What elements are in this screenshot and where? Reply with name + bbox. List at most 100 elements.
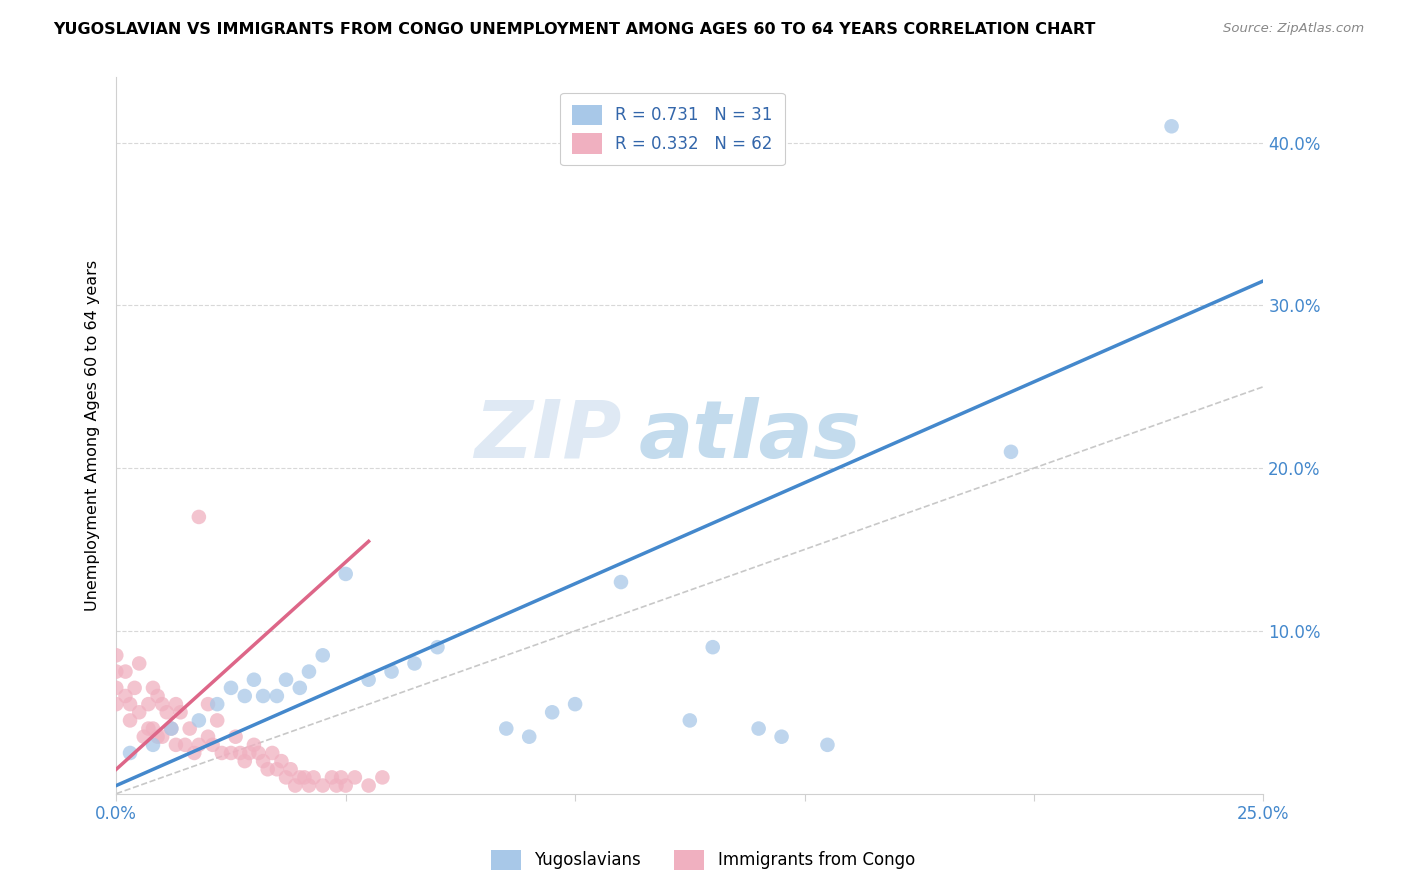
Point <box>165 738 187 752</box>
Point <box>183 746 205 760</box>
Point <box>292 771 315 785</box>
Point <box>146 730 169 744</box>
Point <box>243 738 266 752</box>
Text: atlas: atlas <box>638 397 860 475</box>
Point <box>302 771 325 785</box>
Point <box>132 730 155 744</box>
Point <box>298 779 321 793</box>
Point <box>321 771 343 785</box>
Point <box>517 730 540 744</box>
Point <box>138 722 160 736</box>
Point <box>238 746 260 760</box>
Point <box>211 746 233 760</box>
Y-axis label: Unemployment Among Ages 60 to 64 years: Unemployment Among Ages 60 to 64 years <box>86 260 100 611</box>
Point <box>426 640 449 655</box>
Point <box>343 771 366 785</box>
Point <box>325 779 347 793</box>
Point <box>541 706 564 720</box>
Point <box>219 681 242 695</box>
Point <box>256 762 278 776</box>
Point <box>150 730 173 744</box>
Point <box>274 771 297 785</box>
Point <box>128 706 150 720</box>
Point <box>105 681 128 695</box>
Point <box>118 746 141 760</box>
Point <box>105 665 128 679</box>
Point <box>610 575 633 590</box>
Point <box>142 681 165 695</box>
Point <box>128 657 150 671</box>
Point <box>274 673 297 687</box>
Point <box>118 697 141 711</box>
Point <box>138 697 160 711</box>
Point <box>252 754 274 768</box>
Point <box>233 754 256 768</box>
Point <box>679 714 702 728</box>
Point <box>187 510 209 524</box>
Point <box>564 697 586 711</box>
Point <box>229 746 252 760</box>
Point <box>280 762 302 776</box>
Point <box>312 779 335 793</box>
Point <box>205 697 228 711</box>
Point <box>118 714 141 728</box>
Point <box>288 771 311 785</box>
Point <box>266 689 288 703</box>
Point <box>702 640 724 655</box>
Point <box>770 730 793 744</box>
Point <box>150 697 173 711</box>
Point <box>105 648 128 663</box>
Point <box>404 657 426 671</box>
Point <box>284 779 307 793</box>
Point <box>165 697 187 711</box>
Text: Source: ZipAtlas.com: Source: ZipAtlas.com <box>1223 22 1364 36</box>
Point <box>288 681 311 695</box>
Point <box>357 673 380 687</box>
Point <box>1000 445 1022 459</box>
Point <box>357 779 380 793</box>
Legend: R = 0.731   N = 31, R = 0.332   N = 62: R = 0.731 N = 31, R = 0.332 N = 62 <box>561 93 785 165</box>
Point <box>247 746 270 760</box>
Point <box>330 771 353 785</box>
Point <box>197 697 219 711</box>
Point <box>142 722 165 736</box>
Point <box>105 697 128 711</box>
Point <box>380 665 402 679</box>
Point <box>124 681 146 695</box>
Point <box>146 689 169 703</box>
Text: ZIP: ZIP <box>474 397 621 475</box>
Point <box>174 738 197 752</box>
Point <box>270 754 292 768</box>
Point <box>156 706 179 720</box>
Point <box>114 689 136 703</box>
Point <box>335 566 357 581</box>
Point <box>233 689 256 703</box>
Text: YUGOSLAVIAN VS IMMIGRANTS FROM CONGO UNEMPLOYMENT AMONG AGES 60 TO 64 YEARS CORR: YUGOSLAVIAN VS IMMIGRANTS FROM CONGO UNE… <box>53 22 1095 37</box>
Point <box>817 738 839 752</box>
Point <box>748 722 770 736</box>
Point <box>142 738 165 752</box>
Point <box>243 673 266 687</box>
Point <box>262 746 284 760</box>
Point <box>160 722 183 736</box>
Point <box>114 665 136 679</box>
Point <box>160 722 183 736</box>
Point <box>205 714 228 728</box>
Point <box>169 706 191 720</box>
Point <box>179 722 201 736</box>
Legend: Yugoslavians, Immigrants from Congo: Yugoslavians, Immigrants from Congo <box>484 843 922 877</box>
Point <box>298 665 321 679</box>
Point <box>335 779 357 793</box>
Point <box>201 738 224 752</box>
Point <box>187 738 209 752</box>
Point <box>252 689 274 703</box>
Point <box>197 730 219 744</box>
Point <box>371 771 394 785</box>
Point <box>187 714 209 728</box>
Point <box>266 762 288 776</box>
Point <box>312 648 335 663</box>
Point <box>225 730 247 744</box>
Point <box>219 746 242 760</box>
Point <box>495 722 517 736</box>
Point <box>1160 120 1182 134</box>
